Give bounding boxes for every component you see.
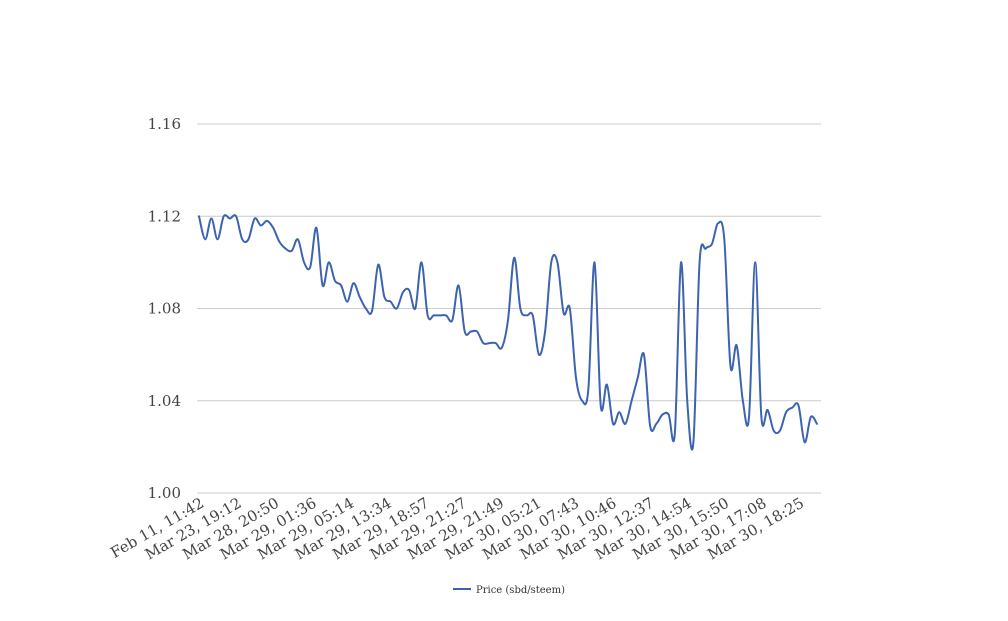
y-tick-label: 1.04 (148, 392, 181, 410)
y-tick-label: 1.00 (148, 484, 181, 502)
y-tick-label: 1.08 (148, 300, 181, 318)
legend[interactable]: Price (sbd/steem) (453, 585, 565, 596)
y-tick-label: 1.12 (148, 207, 181, 225)
legend-item[interactable]: Price (sbd/steem) (453, 585, 565, 596)
legend-label: Price (sbd/steem) (476, 585, 565, 596)
y-axis-tick-labels: 1.00 1.04 1.08 1.12 1.16 (148, 115, 181, 502)
y-tick-label: 1.16 (148, 115, 181, 133)
series-line-price (198, 214, 818, 451)
series-lines (198, 214, 818, 451)
